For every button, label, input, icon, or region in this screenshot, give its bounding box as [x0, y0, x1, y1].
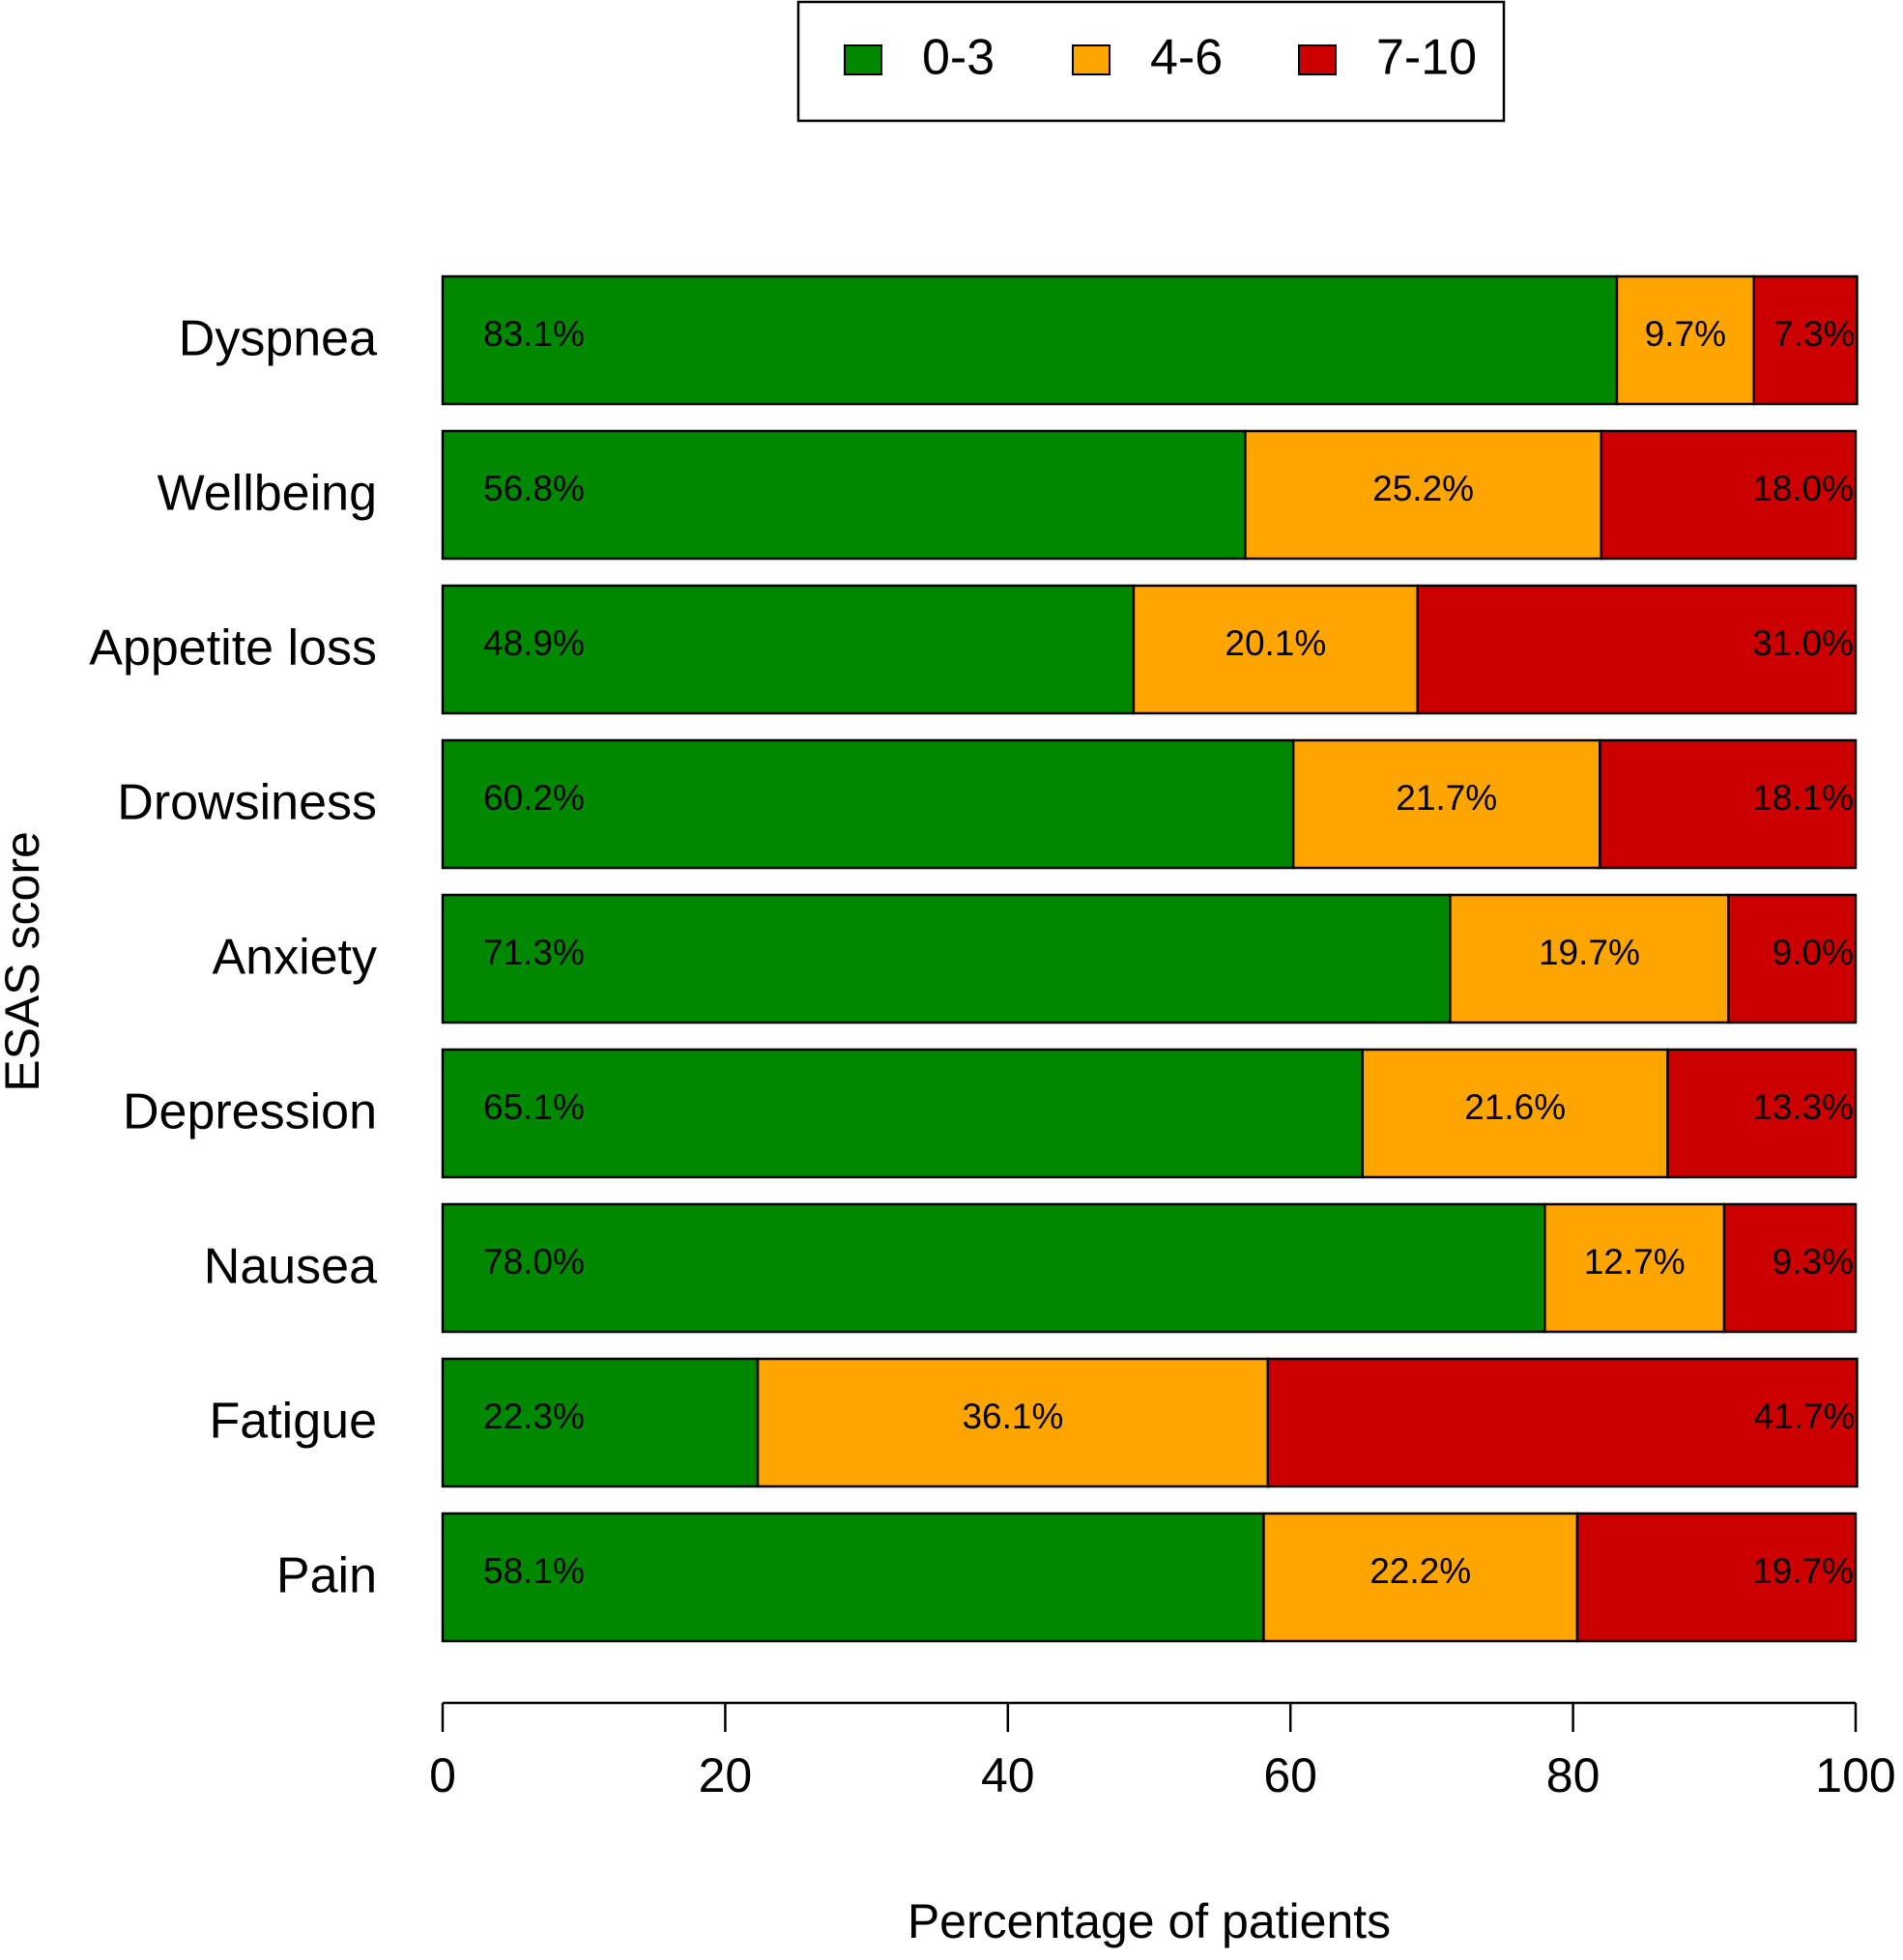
legend-label-4-6: 4-6 [1150, 30, 1223, 86]
bar-segment-wellbeing-0-3 [441, 429, 1247, 561]
data-label-nausea-0-3: 78.0% [483, 1242, 585, 1282]
bar-segment-pain-0-3 [441, 1512, 1265, 1643]
data-label-depression-4-6: 21.6% [1464, 1087, 1566, 1127]
data-label-appetite-loss-0-3: 48.9% [483, 623, 585, 663]
data-label-pain-7-10: 19.7% [1752, 1551, 1854, 1591]
legend: 0-3 4-6 7-10 [796, 0, 1506, 123]
x-tick-label: 80 [1546, 1748, 1600, 1802]
bar-segment-dyspnea-0-3 [441, 274, 1619, 406]
bar-row-wellbeing: 56.8% 25.2% 18.0% [441, 429, 1858, 561]
data-label-depression-0-3: 65.1% [483, 1087, 585, 1127]
category-label-drowsiness: Drowsiness [117, 775, 377, 831]
bar-segment-dyspnea-7-10 [1752, 274, 1859, 406]
category-label-nausea: Nausea [204, 1239, 377, 1295]
bar-segment-pain-7-10 [1575, 1512, 1858, 1643]
data-label-anxiety-7-10: 9.0% [1773, 933, 1854, 972]
data-label-wellbeing-4-6: 25.2% [1372, 469, 1474, 508]
category-label-fatigue: Fatigue [210, 1394, 377, 1450]
legend-label-0-3: 0-3 [922, 30, 995, 86]
bar-segment-anxiety-0-3 [441, 893, 1452, 1024]
bar-segment-fatigue-4-6 [756, 1357, 1270, 1488]
bar-row-drowsiness: 60.2% 21.7% 18.1% [441, 738, 1858, 870]
category-label-appetite-loss: Appetite loss [89, 620, 377, 677]
bar-segment-depression-4-6 [1361, 1048, 1669, 1179]
bar-segment-appetite-loss-7-10 [1416, 584, 1858, 715]
bar-segment-depression-7-10 [1666, 1048, 1858, 1179]
legend-swatch-4-6 [1072, 44, 1110, 75]
x-tick-label: 40 [981, 1748, 1035, 1802]
data-label-nausea-7-10: 9.3% [1773, 1242, 1854, 1282]
data-label-drowsiness-4-6: 21.7% [1396, 778, 1497, 818]
bar-segment-drowsiness-7-10 [1599, 738, 1858, 870]
data-label-dyspnea-7-10: 7.3% [1773, 314, 1855, 354]
bar-segment-fatigue-0-3 [441, 1357, 760, 1488]
data-label-fatigue-4-6: 36.1% [962, 1397, 1063, 1436]
data-label-anxiety-0-3: 71.3% [483, 933, 585, 972]
data-label-dyspnea-4-6: 9.7% [1645, 314, 1726, 354]
bar-segment-wellbeing-7-10 [1600, 429, 1858, 561]
legend-swatch-0-3 [844, 44, 882, 75]
bar-segment-anxiety-4-6 [1449, 893, 1730, 1024]
bar-segment-drowsiness-4-6 [1291, 738, 1601, 870]
data-label-pain-0-3: 58.1% [483, 1551, 585, 1591]
x-tick-label: 20 [699, 1748, 753, 1802]
data-label-depression-7-10: 13.3% [1752, 1087, 1854, 1127]
bar-row-fatigue: 22.3% 36.1% 41.7% [441, 1357, 1859, 1488]
y-axis-title: ESAS score [0, 831, 49, 1092]
bar-segment-depression-0-3 [441, 1048, 1365, 1179]
bar-segment-drowsiness-0-3 [441, 738, 1295, 870]
data-label-anxiety-4-6: 19.7% [1539, 933, 1640, 972]
data-label-nausea-4-6: 12.7% [1584, 1242, 1686, 1282]
legend-item-4-6: 4-6 [1072, 30, 1223, 86]
legend-item-7-10: 7-10 [1298, 30, 1477, 86]
bar-segment-nausea-4-6 [1543, 1202, 1726, 1334]
category-label-pain: Pain [276, 1548, 377, 1604]
bar-segment-anxiety-7-10 [1727, 893, 1858, 1024]
legend-swatch-7-10 [1298, 44, 1337, 75]
bar-segment-dyspnea-4-6 [1615, 274, 1755, 406]
legend-label-7-10: 7-10 [1376, 30, 1477, 86]
data-label-fatigue-7-10: 41.7% [1754, 1397, 1856, 1436]
category-label-anxiety: Anxiety [212, 930, 377, 986]
bar-segment-nausea-7-10 [1722, 1202, 1858, 1334]
data-label-wellbeing-7-10: 18.0% [1752, 469, 1854, 508]
bar-segment-fatigue-7-10 [1266, 1357, 1859, 1488]
category-label-depression: Depression [123, 1084, 377, 1140]
bar-segment-pain-4-6 [1262, 1512, 1579, 1643]
data-label-drowsiness-7-10: 18.1% [1752, 778, 1854, 818]
legend-item-0-3: 0-3 [844, 30, 995, 86]
x-axis: 0 20 40 60 80 100 [429, 1701, 1896, 1802]
bar-segment-nausea-0-3 [441, 1202, 1546, 1334]
category-labels: Pain Fatigue Nausea Depression Anxiety Drowsi… [89, 311, 377, 1604]
data-label-appetite-loss-4-6: 20.1% [1225, 623, 1326, 663]
bar-segment-appetite-loss-4-6 [1132, 584, 1420, 715]
bar-row-depression: 65.1% 21.6% 13.3% [441, 1048, 1858, 1179]
category-label-dyspnea: Dyspnea [179, 311, 377, 367]
bar-row-appetite-loss: 48.9% 20.1% 31.0% [441, 584, 1858, 715]
data-label-fatigue-0-3: 22.3% [483, 1397, 585, 1436]
x-tick-label: 0 [429, 1748, 456, 1802]
x-tick-label: 100 [1815, 1748, 1895, 1802]
bar-row-dyspnea: 83.1% 9.7% 7.3% [441, 274, 1859, 406]
bar-row-nausea: 78.0% 12.7% 9.3% [441, 1202, 1858, 1334]
data-label-pain-4-6: 22.2% [1370, 1551, 1471, 1591]
x-tick-label: 60 [1263, 1748, 1317, 1802]
data-label-dyspnea-0-3: 83.1% [483, 314, 585, 354]
data-label-appetite-loss-7-10: 31.0% [1752, 623, 1854, 663]
data-label-wellbeing-0-3: 56.8% [483, 469, 585, 508]
bar-segment-appetite-loss-0-3 [441, 584, 1136, 715]
bar-segment-wellbeing-4-6 [1244, 429, 1603, 561]
bar-row-pain: 58.1% 22.2% 19.7% [441, 1512, 1858, 1643]
legend-box [796, 0, 1506, 123]
data-label-drowsiness-0-3: 60.2% [483, 778, 585, 818]
x-axis-title: Percentage of patients [908, 1894, 1391, 1948]
category-label-wellbeing: Wellbeing [158, 466, 377, 522]
bars: 58.1% 22.2% 19.7% 22.3% 36.1% 41.7% 78.0% 12.7%… [441, 274, 1859, 1643]
bar-row-anxiety: 71.3% 19.7% 9.0% [441, 893, 1858, 1024]
